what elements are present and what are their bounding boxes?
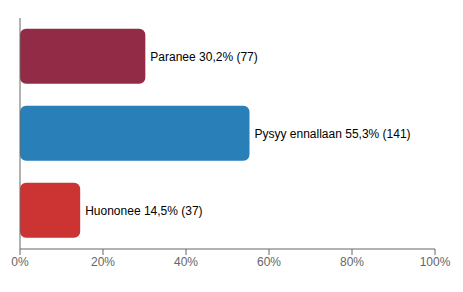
svg-text:Paranee 30,2% (77): Paranee 30,2% (77): [150, 50, 257, 64]
svg-text:Huononee 14,5% (37): Huononee 14,5% (37): [85, 204, 202, 218]
svg-text:60%: 60%: [257, 255, 281, 269]
svg-text:80%: 80%: [340, 255, 364, 269]
svg-text:Pysyy ennallaan 55,3% (141): Pysyy ennallaan 55,3% (141): [254, 127, 410, 141]
svg-text:0%: 0%: [11, 255, 29, 269]
svg-text:20%: 20%: [91, 255, 115, 269]
svg-text:40%: 40%: [174, 255, 198, 269]
svg-text:100%: 100%: [420, 255, 451, 269]
